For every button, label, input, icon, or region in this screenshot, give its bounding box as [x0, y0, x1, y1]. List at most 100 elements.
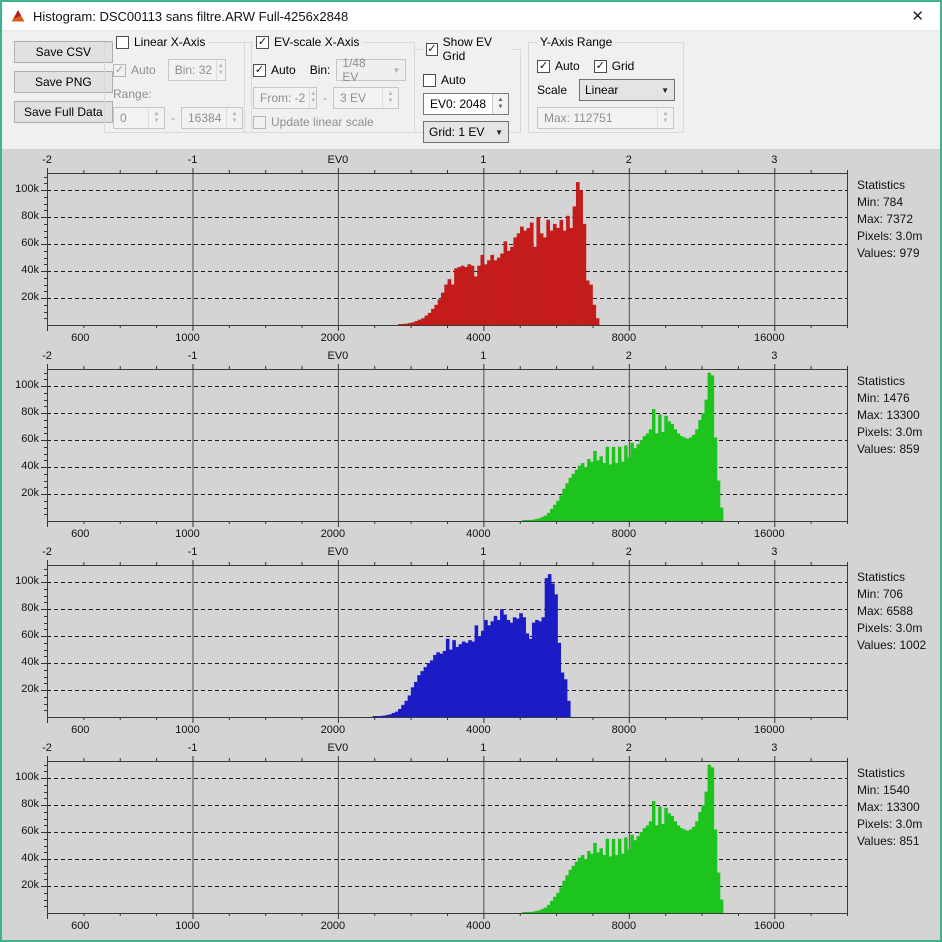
x-axis-label: 600	[71, 528, 90, 540]
histogram-panel-red: Statistics Min: 784 Max: 7372 Pixels: 3.…	[2, 153, 940, 349]
linear-bin-spinner: Bin: 32 ▲ ▼	[167, 59, 226, 81]
x-axis-label: 8000	[611, 332, 637, 344]
linear-x-axis-checkbox[interactable]: ✓ Linear X-Axis	[116, 35, 205, 49]
y-axis-label: 40k	[21, 852, 39, 865]
stats-max: Max: 7372	[857, 212, 914, 226]
ev-axis-label: 2	[625, 154, 632, 166]
combo-arrow-icon: ▼	[661, 85, 669, 95]
stats-max: Max: 13300	[857, 408, 920, 422]
y-axis-label: 100k	[15, 379, 39, 392]
ev-axis-label: 1	[480, 546, 487, 558]
ev-axis-label: 2	[625, 350, 632, 362]
stats-min: Min: 1476	[857, 391, 910, 405]
y-grid-checkbox[interactable]: ✓ Grid	[593, 59, 635, 73]
combo-arrow-icon: ▼	[495, 127, 503, 137]
x-axis-label: 4000	[466, 528, 491, 540]
title-bar: Histogram: DSC00113 sans filtre.ARW Full…	[2, 2, 940, 31]
app-icon	[11, 10, 25, 22]
y-axis-range-title: Y-Axis Range	[540, 35, 613, 49]
y-axis-label: 80k	[21, 406, 39, 419]
stats-title: Statistics	[857, 570, 906, 584]
y-axis-label: 40k	[21, 460, 39, 473]
stats-values: Values: 859	[857, 442, 920, 456]
ev-axis-label: 3	[771, 350, 778, 362]
y-max-spinner: Max: 112751 ▲ ▼	[537, 107, 674, 129]
spinner-arrows-icon: ▲ ▼	[148, 108, 164, 128]
checkbox-icon: ✓	[256, 35, 269, 49]
ev-axis-label: EV0	[327, 154, 349, 166]
y-axis-label: 40k	[21, 264, 39, 277]
ev-axis-label: -2	[42, 350, 52, 362]
checkbox-icon: ✓	[426, 42, 438, 56]
save-csv-button[interactable]: Save CSV	[14, 41, 113, 63]
y-axis-label: 100k	[15, 771, 39, 784]
ev-to-spinner: 3 EV ▲ ▼	[333, 87, 399, 109]
spinner-arrows-icon: ▲ ▼	[226, 108, 242, 128]
y-axis-label: 60k	[21, 629, 39, 642]
y-auto-checkbox[interactable]: ✓ Auto	[537, 59, 580, 73]
statistics-block: Statistics Min: 706 Max: 6588 Pixels: 3.…	[857, 569, 926, 654]
stats-pixels: Pixels: 3.0m	[857, 229, 923, 243]
save-full-data-button[interactable]: Save Full Data	[14, 101, 113, 123]
checkbox-icon: ✓	[253, 115, 266, 129]
range-to-spinner: 16384 ▲ ▼	[181, 107, 243, 129]
show-ev-grid-checkbox[interactable]: ✓ Show EV Grid	[426, 35, 493, 63]
ev-axis-label: -1	[187, 154, 198, 166]
stats-title: Statistics	[857, 178, 906, 192]
x-axis-label: 1000	[175, 920, 200, 932]
ev-scale-x-axis-group: ✓ EV-scale X-Axis ✓ Auto Bin: 1/48 EV ▼ F…	[244, 35, 416, 133]
grid-auto-checkbox[interactable]: ✓ Auto	[423, 73, 466, 87]
x-axis-label: 600	[71, 920, 90, 932]
show-ev-grid-group: ✓ Show EV Grid ✓ Auto EV0: 2048 ▲▼ Grid:…	[414, 35, 521, 143]
ev-axis-label: 2	[625, 742, 632, 754]
histogram-plot	[41, 364, 848, 527]
close-icon[interactable]: ✕	[911, 8, 924, 25]
stats-title: Statistics	[857, 374, 906, 388]
x-axis-label: 4000	[466, 332, 491, 344]
histogram-panel-green: Statistics Min: 1476 Max: 13300 Pixels: …	[2, 349, 940, 545]
ev-axis-label: EV0	[327, 546, 349, 558]
x-axis-label: 1000	[175, 332, 200, 344]
stats-pixels: Pixels: 3.0m	[857, 817, 923, 831]
toolbar: Save CSV Save PNG Save Full Data ✓ Linea…	[2, 31, 940, 150]
x-axis-label: 2000	[320, 920, 346, 932]
save-png-button[interactable]: Save PNG	[14, 71, 113, 93]
y-axis-label: 100k	[15, 575, 39, 588]
ev-axis-label: 1	[480, 154, 487, 166]
x-axis-label: 2000	[320, 332, 346, 344]
x-axis-label: 8000	[611, 724, 637, 736]
save-buttons: Save CSV Save PNG Save Full Data	[14, 41, 113, 123]
ev-axis-label: -1	[187, 742, 198, 754]
stats-min: Min: 784	[857, 195, 904, 209]
bin-label: Bin:	[309, 63, 331, 77]
ev0-spinner[interactable]: EV0: 2048 ▲ ▼	[423, 93, 509, 115]
grid-step-combo[interactable]: Grid: 1 EV ▼	[423, 121, 509, 143]
y-axis-range-group: Y-Axis Range ✓ Auto ✓ Grid Scale Linear ▼	[528, 35, 684, 133]
ev-axis-label: -2	[42, 742, 52, 754]
y-axis-label: 40k	[21, 656, 39, 669]
y-scale-combo[interactable]: Linear ▼	[579, 79, 675, 101]
ev-auto-checkbox[interactable]: ✓ Auto	[253, 63, 296, 77]
stats-pixels: Pixels: 3.0m	[857, 425, 923, 439]
histogram-panel-green2: Statistics Min: 1540 Max: 13300 Pixels: …	[2, 741, 940, 937]
y-axis-label: 20k	[21, 487, 39, 500]
x-axis-label: 2000	[320, 528, 346, 540]
ev-axis-label: 2	[625, 546, 632, 558]
x-axis-label: 600	[71, 332, 90, 344]
spinner-arrows-icon[interactable]: ▲ ▼	[492, 94, 508, 114]
statistics-block: Statistics Min: 1476 Max: 13300 Pixels: …	[857, 373, 922, 458]
stats-title: Statistics	[857, 766, 906, 780]
y-axis-label: 80k	[21, 602, 39, 615]
ev-axis-label: EV0	[327, 350, 349, 362]
ev-scale-checkbox[interactable]: ✓ EV-scale X-Axis	[256, 35, 360, 49]
histogram-plot	[41, 168, 848, 331]
window-title: Histogram: DSC00113 sans filtre.ARW Full…	[33, 8, 349, 24]
stats-min: Min: 706	[857, 587, 904, 601]
ev-axis-label: -2	[42, 154, 52, 166]
x-axis-label: 16000	[753, 528, 785, 540]
checkbox-icon: ✓	[423, 73, 436, 87]
ev-axis-label: -1	[187, 350, 198, 362]
range-label: Range:	[113, 87, 152, 101]
checkbox-icon: ✓	[253, 63, 266, 77]
x-axis-label: 4000	[466, 920, 491, 932]
